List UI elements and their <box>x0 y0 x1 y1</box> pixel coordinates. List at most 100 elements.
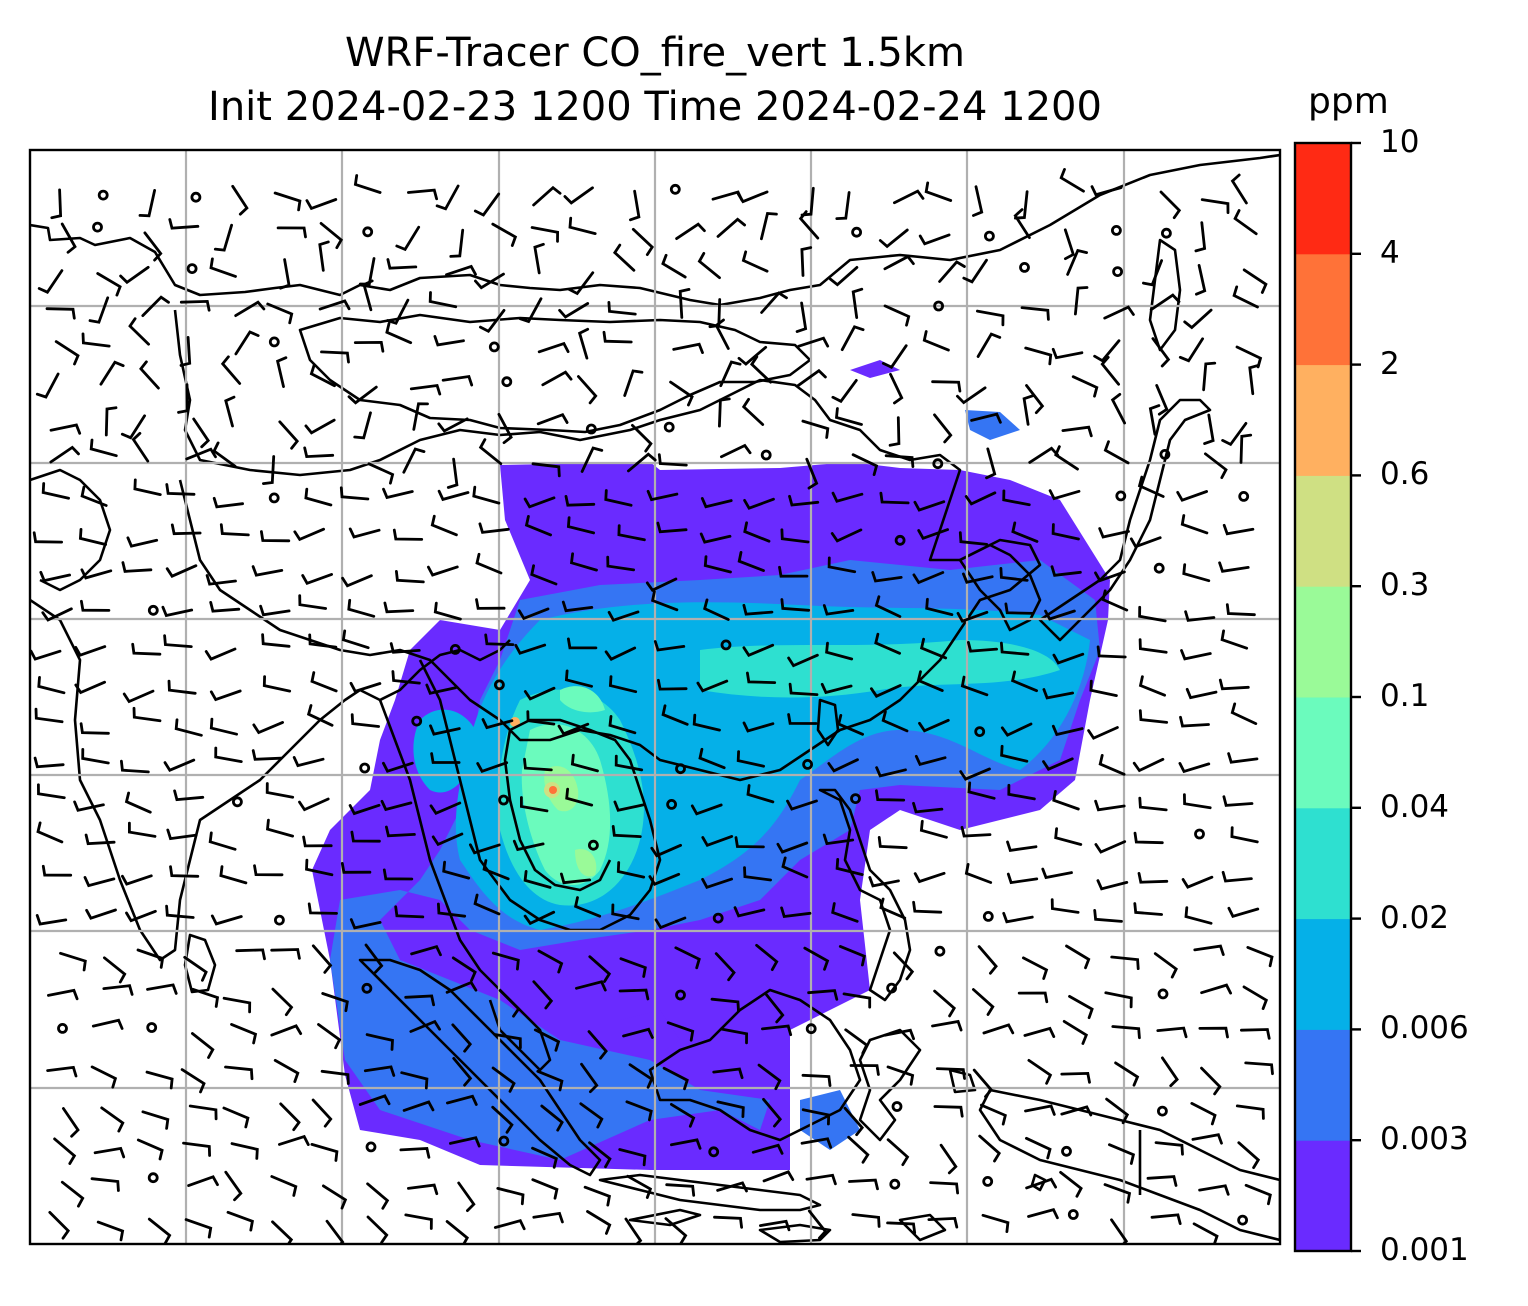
wind-barb <box>1052 790 1080 811</box>
wind-barb <box>62 1107 80 1138</box>
wind-barb <box>1010 670 1038 693</box>
wind-barb <box>425 683 457 695</box>
wind-barb <box>972 988 995 1016</box>
calm-wind-marker <box>365 1141 377 1153</box>
wind-barb <box>871 571 903 583</box>
wind-barb <box>1023 1026 1056 1038</box>
calm-wind-marker <box>1153 562 1165 574</box>
wind-barb <box>385 825 416 838</box>
wind-barb <box>1063 228 1075 261</box>
calm-wind-marker <box>97 189 109 201</box>
wind-barb <box>1096 879 1129 891</box>
wind-barb <box>1178 337 1204 363</box>
colorbar-tick-label: 2 <box>1380 345 1400 382</box>
colorbar-tick-label: 0.02 <box>1380 899 1450 936</box>
wind-barb <box>437 489 470 502</box>
wind-barb <box>1200 198 1230 214</box>
wind-barb <box>960 825 992 838</box>
wind-barb <box>382 761 414 773</box>
wind-barb <box>1137 872 1169 884</box>
wind-barb <box>565 787 594 807</box>
wind-barb <box>49 445 80 464</box>
wind-barb <box>1220 629 1249 650</box>
wind-barb <box>265 782 295 799</box>
wind-barb <box>400 1071 429 1090</box>
wind-barb <box>561 600 594 613</box>
wind-barb <box>831 902 859 923</box>
wind-barb <box>716 217 746 238</box>
wind-barb <box>386 258 418 270</box>
wind-barb <box>174 718 203 737</box>
wind-barb <box>1182 563 1211 583</box>
wind-barb <box>964 863 993 884</box>
calm-wind-marker <box>1159 448 1171 460</box>
wind-barb <box>163 758 196 772</box>
wind-barb <box>128 821 157 838</box>
wind-barb <box>53 1137 77 1165</box>
wind-barb <box>650 590 679 612</box>
wind-barb <box>844 1028 869 1055</box>
calm-wind-marker <box>760 449 772 461</box>
wind-barb <box>1062 1020 1089 1045</box>
wind-barb <box>260 530 291 543</box>
wind-barb <box>399 1147 431 1159</box>
wind-barb <box>230 1023 258 1045</box>
wind-barb <box>842 992 872 1009</box>
wind-barb <box>1065 944 1091 970</box>
wind-barb <box>820 682 853 695</box>
wind-barb <box>1161 1056 1179 1088</box>
wind-barb <box>737 345 768 366</box>
wind-barb <box>720 443 752 459</box>
wind-barb <box>1150 1213 1182 1225</box>
wind-barb <box>827 758 859 773</box>
wind-barb <box>875 789 906 802</box>
wind-barb <box>89 438 118 458</box>
wind-barb <box>797 336 830 348</box>
calm-wind-marker <box>273 914 285 926</box>
wind-barb <box>670 1103 696 1128</box>
wind-barb <box>631 424 653 453</box>
wind-barb <box>718 397 731 428</box>
wind-barb <box>1237 1141 1261 1169</box>
wind-barb <box>697 252 721 280</box>
wind-barb <box>1013 208 1031 239</box>
wind-barb <box>209 689 242 702</box>
wind-barb <box>128 317 150 346</box>
wind-barb <box>311 944 333 974</box>
wind-barb <box>305 858 334 877</box>
wind-barb <box>713 1215 743 1229</box>
wind-barb <box>893 189 925 205</box>
wind-barb <box>1138 709 1169 724</box>
wind-barb <box>1184 906 1213 925</box>
wind-barb <box>235 948 266 961</box>
wind-barb <box>54 340 80 366</box>
wind-barb <box>278 1134 310 1146</box>
wind-barb <box>669 380 694 407</box>
chart-title-line1: WRF-Tracer CO_fire_vert 1.5km <box>344 30 966 76</box>
calm-wind-marker <box>974 726 986 737</box>
calm-wind-marker <box>92 221 103 233</box>
wind-barb <box>701 877 733 889</box>
calm-wind-marker <box>1019 261 1030 273</box>
wind-barb <box>126 536 159 548</box>
wind-barb <box>805 1173 837 1186</box>
wind-barb <box>703 598 730 621</box>
wind-barb <box>1148 404 1161 436</box>
wind-barb <box>1060 1105 1093 1117</box>
wind-barb <box>851 453 879 476</box>
wind-barb <box>484 633 515 646</box>
wind-barb <box>1198 1026 1229 1039</box>
colorbar-tick-label: 0.003 <box>1380 1121 1469 1158</box>
wind-barb <box>624 1217 643 1244</box>
wind-barb <box>931 380 962 393</box>
wind-barb <box>762 1170 795 1183</box>
wind-barb <box>279 258 291 290</box>
wind-barb <box>933 413 953 444</box>
wind-barb <box>654 916 687 930</box>
wind-barb <box>191 1032 215 1059</box>
wind-barb <box>445 980 478 994</box>
wind-barb <box>889 372 904 405</box>
wind-barb <box>877 836 908 850</box>
wind-barb <box>1017 991 1049 1004</box>
wind-barb <box>302 835 333 848</box>
